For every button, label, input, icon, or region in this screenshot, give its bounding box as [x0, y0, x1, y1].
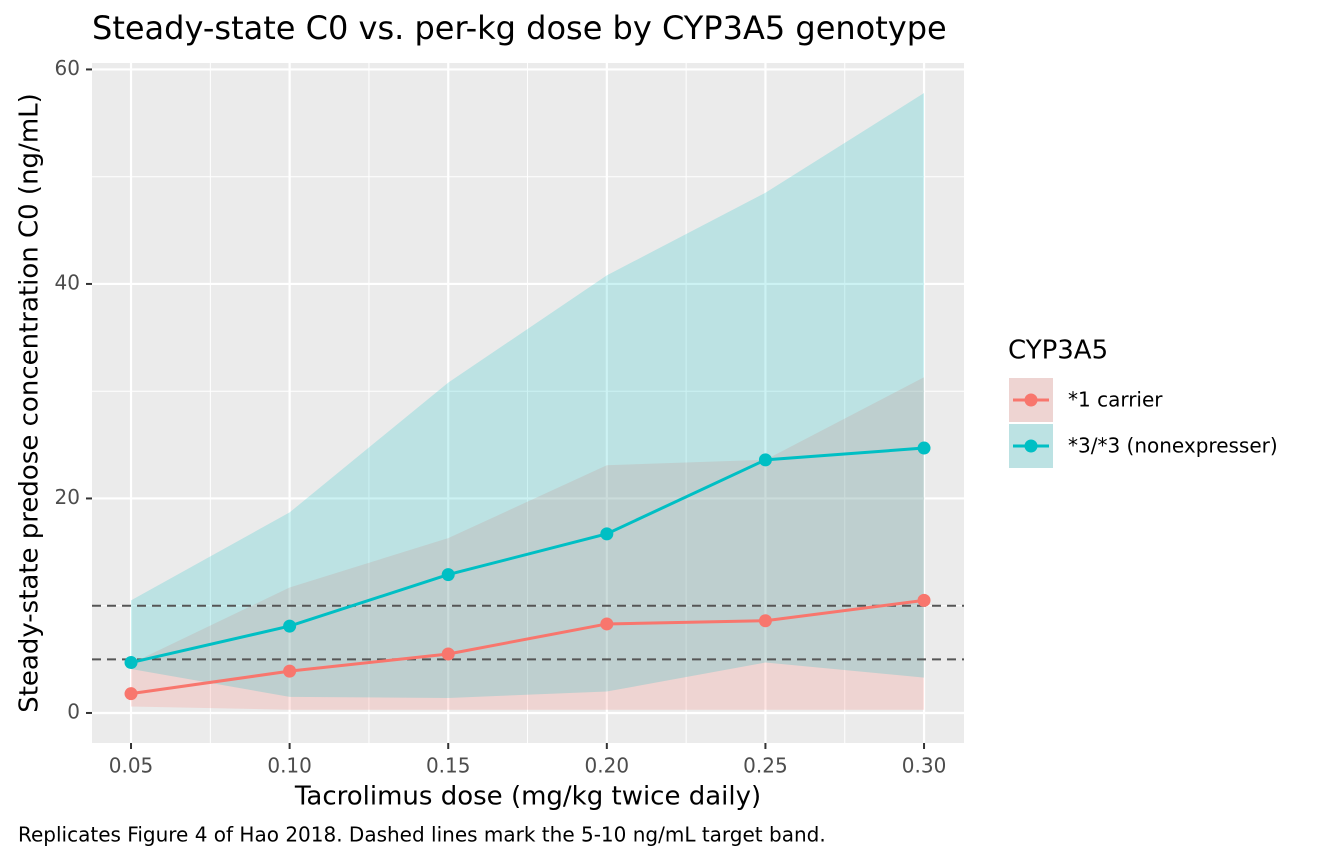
ribbon — [131, 377, 925, 710]
series-line — [130, 598, 925, 696]
point — [441, 568, 455, 582]
point — [283, 619, 297, 633]
y-tick-label: 60 — [55, 56, 80, 80]
legend-point — [1024, 439, 1038, 453]
x-tick-label: 0.20 — [585, 754, 630, 778]
caption: Replicates Figure 4 of Hao 2018. Dashed … — [18, 823, 826, 847]
point — [758, 453, 772, 467]
point — [758, 614, 772, 628]
x-tick-label: 0.25 — [743, 754, 788, 778]
point — [600, 617, 614, 631]
x-axis-label: Tacrolimus dose (mg/kg twice daily) — [294, 782, 761, 812]
point — [441, 647, 455, 661]
y-tick-label: 40 — [55, 270, 80, 294]
point — [917, 593, 931, 607]
chart-title: Steady-state C0 vs. per-kg dose by CYP3A… — [92, 9, 947, 47]
legend-title: CYP3A5 — [1008, 336, 1108, 366]
point — [124, 656, 138, 670]
x-tick-label: 0.30 — [902, 754, 947, 778]
x-tick-label: 0.10 — [267, 754, 312, 778]
point — [283, 664, 297, 678]
point — [124, 687, 138, 701]
ribbon — [131, 93, 925, 698]
y-tick-label: 0 — [67, 699, 80, 723]
x-tick-label: 0.15 — [426, 754, 471, 778]
legend-label: *3/*3 (nonexpresser) — [1068, 434, 1278, 458]
legend-label: *1 carrier — [1068, 388, 1163, 412]
legend-point — [1024, 393, 1038, 407]
point — [917, 441, 931, 455]
series-line — [130, 446, 925, 665]
point — [600, 527, 614, 541]
y-axis-label: Steady-state predose concentration C0 (n… — [15, 93, 45, 713]
y-tick-label: 20 — [55, 485, 80, 509]
x-tick-label: 0.05 — [109, 754, 154, 778]
